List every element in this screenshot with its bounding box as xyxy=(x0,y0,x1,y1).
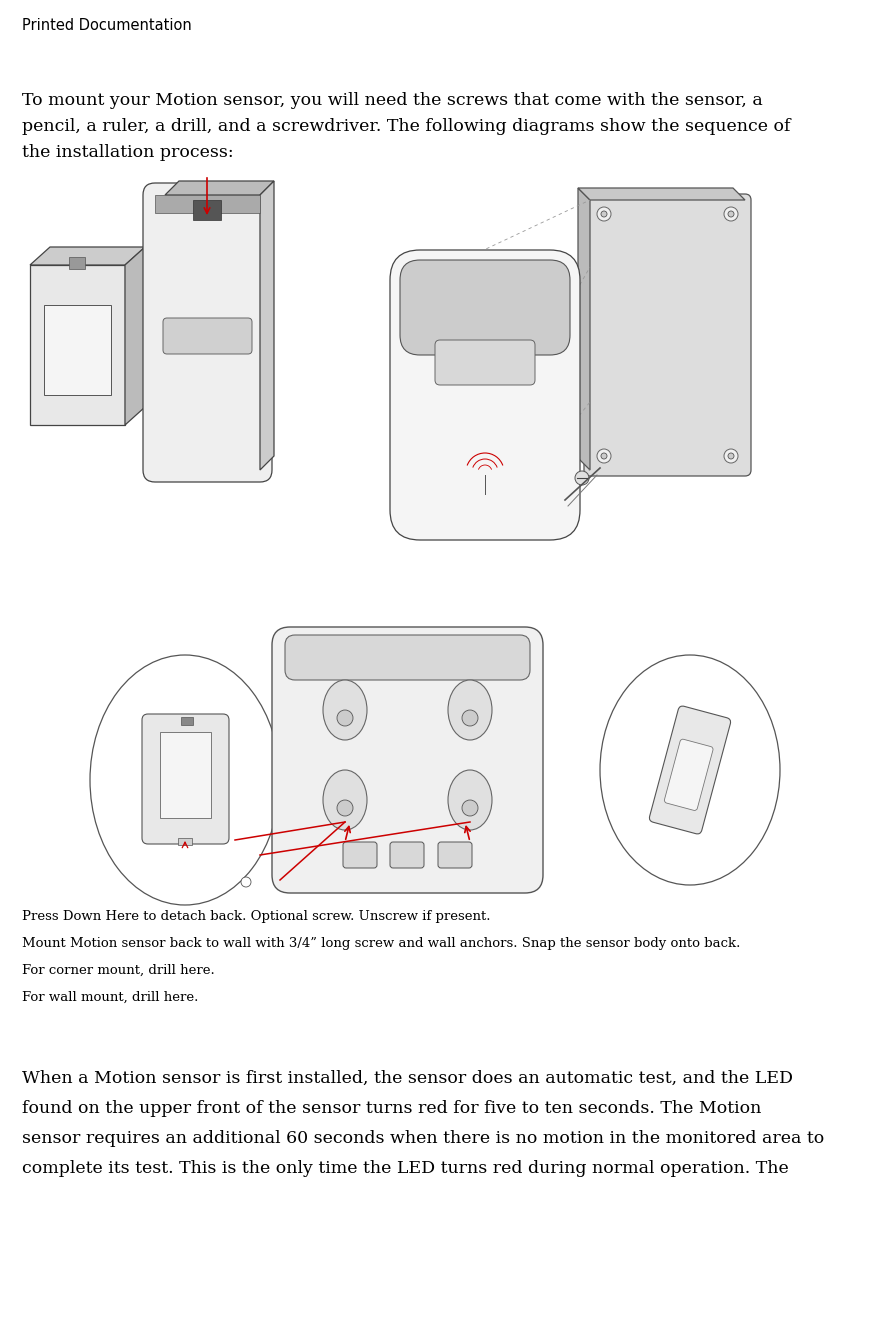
FancyBboxPatch shape xyxy=(390,842,424,868)
Ellipse shape xyxy=(90,655,280,904)
FancyBboxPatch shape xyxy=(163,317,252,354)
Text: To mount your Motion sensor, you will need the screws that come with the sensor,: To mount your Motion sensor, you will ne… xyxy=(22,92,763,109)
Bar xyxy=(69,257,85,269)
Polygon shape xyxy=(30,247,145,265)
Circle shape xyxy=(728,211,734,217)
Text: For corner mount, drill here.: For corner mount, drill here. xyxy=(22,964,215,976)
Circle shape xyxy=(724,450,738,463)
Text: pencil, a ruler, a drill, and a screwdriver. The following diagrams show the seq: pencil, a ruler, a drill, and a screwdri… xyxy=(22,117,791,135)
Polygon shape xyxy=(30,265,125,426)
Circle shape xyxy=(601,211,607,217)
Text: found on the upper front of the sensor turns red for five to ten seconds. The Mo: found on the upper front of the sensor t… xyxy=(22,1101,761,1117)
FancyBboxPatch shape xyxy=(438,842,472,868)
Bar xyxy=(160,732,211,818)
Text: the installation process:: the installation process: xyxy=(22,144,233,161)
Circle shape xyxy=(597,450,611,463)
Circle shape xyxy=(597,207,611,221)
Polygon shape xyxy=(260,181,274,470)
FancyBboxPatch shape xyxy=(143,183,272,482)
Circle shape xyxy=(462,710,478,726)
Text: Printed Documentation: Printed Documentation xyxy=(22,17,192,33)
Bar xyxy=(178,838,192,844)
Text: Press Down Here to detach back. Optional screw. Unscrew if present.: Press Down Here to detach back. Optional… xyxy=(22,910,490,923)
Polygon shape xyxy=(578,188,590,470)
Polygon shape xyxy=(165,181,274,195)
Text: For wall mount, drill here.: For wall mount, drill here. xyxy=(22,991,199,1005)
Circle shape xyxy=(575,471,589,486)
Circle shape xyxy=(241,876,251,887)
Bar xyxy=(181,716,193,724)
Text: When a Motion sensor is first installed, the sensor does an automatic test, and : When a Motion sensor is first installed,… xyxy=(22,1070,793,1087)
FancyBboxPatch shape xyxy=(142,714,229,844)
Ellipse shape xyxy=(323,680,367,740)
Circle shape xyxy=(337,710,353,726)
FancyBboxPatch shape xyxy=(390,249,580,540)
Polygon shape xyxy=(125,247,145,426)
FancyBboxPatch shape xyxy=(665,739,713,811)
FancyBboxPatch shape xyxy=(584,193,751,476)
FancyBboxPatch shape xyxy=(650,706,731,834)
Circle shape xyxy=(601,454,607,459)
Circle shape xyxy=(337,800,353,816)
FancyBboxPatch shape xyxy=(400,260,570,355)
Ellipse shape xyxy=(323,770,367,830)
FancyBboxPatch shape xyxy=(272,627,543,892)
FancyBboxPatch shape xyxy=(435,340,535,386)
Bar xyxy=(44,305,111,395)
Text: sensor requires an additional 60 seconds when there is no motion in the monitore: sensor requires an additional 60 seconds… xyxy=(22,1130,824,1147)
Circle shape xyxy=(462,800,478,816)
Ellipse shape xyxy=(448,680,492,740)
Ellipse shape xyxy=(448,770,492,830)
Polygon shape xyxy=(578,188,745,200)
Ellipse shape xyxy=(600,655,780,884)
Text: Mount Motion sensor back to wall with 3/4” long screw and wall anchors. Snap the: Mount Motion sensor back to wall with 3/… xyxy=(22,936,740,950)
Text: complete its test. This is the only time the LED turns red during normal operati: complete its test. This is the only time… xyxy=(22,1161,794,1177)
Polygon shape xyxy=(445,265,564,280)
FancyBboxPatch shape xyxy=(285,635,530,680)
Bar xyxy=(155,195,260,213)
Circle shape xyxy=(728,454,734,459)
Bar xyxy=(193,200,221,220)
FancyBboxPatch shape xyxy=(343,842,377,868)
Circle shape xyxy=(724,207,738,221)
